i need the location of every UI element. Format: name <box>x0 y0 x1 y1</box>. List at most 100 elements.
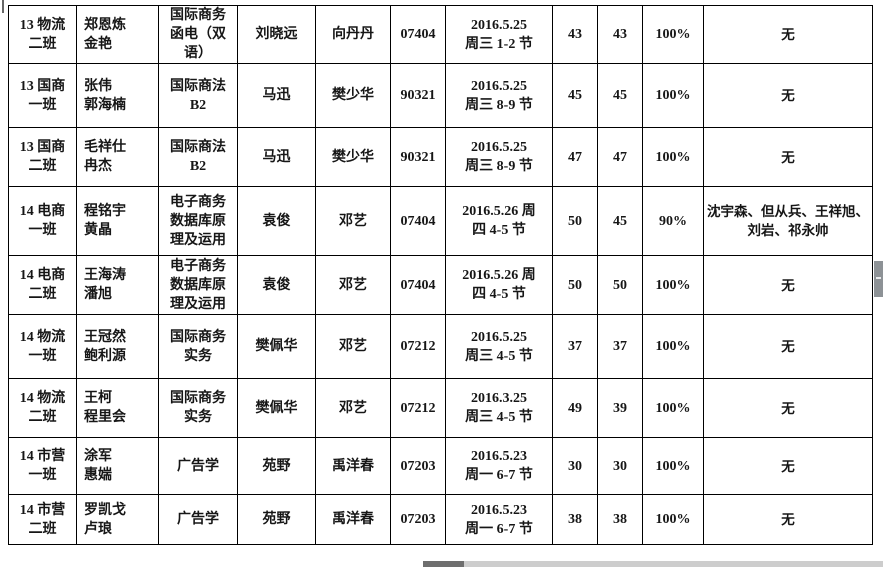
cell-expected-count-text: 49 <box>568 400 582 416</box>
cell-expected-count: 45 <box>552 63 598 128</box>
vertical-scrollbar-thumb[interactable] <box>874 261 883 297</box>
cell-teacher-text: 马迅 <box>262 88 291 103</box>
cell-datetime: 2016.3.25 周三 4-5 节 <box>445 378 553 438</box>
cell-course: 广告学 <box>158 494 238 545</box>
cell-actual-count: 39 <box>597 378 643 438</box>
cell-datetime-line: 2016.5.25 <box>471 329 527 345</box>
cell-absent-line: 无 <box>781 27 795 42</box>
cell-course-line: 函电（双 <box>170 27 226 42</box>
cell-supervisor-text: 禹洋春 <box>332 458 374 474</box>
cell-actual-count: 37 <box>597 314 643 379</box>
cell-class-line: 二班 <box>28 521 57 537</box>
cell-students: 程铭宇 黄晶 <box>76 186 159 256</box>
cell-students-line: 冉杰 <box>84 159 112 174</box>
cell-students-line: 张伟 <box>84 78 112 94</box>
cell-course-line: 数据库原 <box>170 213 226 229</box>
cell-teacher: 苑野 <box>237 494 316 545</box>
cell-room: 90321 <box>390 127 446 187</box>
cell-teacher-text: 樊佩华 <box>255 400 298 416</box>
horizontal-scrollbar-thumb[interactable] <box>423 561 464 567</box>
cell-datetime-line: 2016.5.26 周 <box>462 204 536 219</box>
cell-actual-count: 50 <box>597 255 643 315</box>
cell-teacher-text: 袁俊 <box>262 277 291 293</box>
cell-teacher-text: 马迅 <box>262 149 291 165</box>
cell-teacher: 马迅 <box>237 63 316 128</box>
cell-datetime-line: 2016.5.25 <box>471 140 527 155</box>
cell-room: 07212 <box>390 378 446 438</box>
cell-supervisor-text: 向丹丹 <box>332 27 374 42</box>
cell-supervisor: 禹洋春 <box>315 494 391 545</box>
cell-class: 13 国商 一班 <box>8 63 77 128</box>
cell-teacher: 袁俊 <box>237 186 316 256</box>
cell-students-line: 卢琅 <box>84 521 112 537</box>
cell-actual-count: 45 <box>597 63 643 128</box>
cell-datetime-line: 2016.5.23 <box>471 449 527 464</box>
cell-supervisor: 樊少华 <box>315 127 391 187</box>
cell-students-line: 程里会 <box>84 410 126 425</box>
cell-students-line: 王海涛 <box>84 268 126 283</box>
cell-attendance-rate: 90% <box>642 186 704 256</box>
cell-attendance-rate-text: 100% <box>655 277 691 293</box>
cell-teacher: 樊佩华 <box>237 378 316 438</box>
cell-attendance-rate: 100% <box>642 255 704 315</box>
cell-class-line: 14 物流 <box>19 391 66 406</box>
cell-absent: 无 <box>703 378 873 438</box>
horizontal-scrollbar-track[interactable] <box>423 561 883 567</box>
cell-supervisor-text: 樊少华 <box>332 88 374 103</box>
cell-class-line: 一班 <box>28 97 57 113</box>
cell-expected-count: 50 <box>552 255 598 315</box>
cell-datetime: 2016.5.26 周四 4-5 节 <box>445 186 553 256</box>
cell-students: 王海涛 潘旭 <box>76 255 159 315</box>
attendance-table-body: 13 物流 二班 郑恩炼 金艳 国际商务 函电（双 语） 刘晓远 向丹丹 07404 2016.5.… <box>8 5 873 545</box>
cell-datetime-line: 2016.5.26 周 <box>462 268 536 283</box>
cell-datetime: 2016.5.25 周三 4-5 节 <box>445 314 553 379</box>
cell-teacher-text: 苑野 <box>262 458 291 474</box>
table-row: 14 电商 一班 程铭宇 黄晶 电子商务 数据库原 理及运用 袁俊 邓艺 07404 2016.5.… <box>8 186 873 256</box>
cell-datetime-line: 四 4-5 节 <box>472 287 526 302</box>
cell-actual-count-text: 47 <box>613 149 627 165</box>
cell-course: 电子商务 数据库原 理及运用 <box>158 186 238 256</box>
cell-expected-count: 37 <box>552 314 598 379</box>
cell-datetime-line: 周三 4-5 节 <box>465 348 533 364</box>
cell-class: 13 物流 二班 <box>8 5 77 64</box>
cell-teacher: 袁俊 <box>237 255 316 315</box>
cell-datetime-line: 2016.5.25 <box>471 78 527 94</box>
cell-students-line: 金艳 <box>84 36 112 52</box>
cell-expected-count-text: 50 <box>568 277 582 293</box>
cell-class-line: 14 电商 <box>19 204 66 219</box>
cell-class-line: 二班 <box>28 287 57 302</box>
cell-absent-line: 无 <box>781 339 795 354</box>
cell-class-line: 13 国商 <box>19 140 66 155</box>
cell-absent-line: 无 <box>781 512 795 527</box>
cell-expected-count-text: 50 <box>568 213 582 229</box>
cell-absent: 无 <box>703 127 873 187</box>
cell-attendance-rate-text: 100% <box>655 458 691 474</box>
cell-expected-count-text: 37 <box>568 339 582 354</box>
cell-students-line: 黄晶 <box>84 223 112 238</box>
cell-supervisor-text: 邓艺 <box>339 400 367 416</box>
cell-supervisor-text: 禹洋春 <box>332 512 374 527</box>
table-row: 14 物流 一班 王冠然 鲍利源 国际商务 实务 樊佩华 邓艺 07212 2016.5.25 周三… <box>8 314 873 379</box>
cell-supervisor: 邓艺 <box>315 255 391 315</box>
cell-course: 电子商务 数据库原 理及运用 <box>158 255 238 315</box>
cell-datetime-line: 2016.3.25 <box>471 391 527 406</box>
cell-expected-count-text: 43 <box>568 27 582 42</box>
cell-absent: 无 <box>703 314 873 379</box>
cell-room: 07404 <box>390 255 446 315</box>
cell-teacher-text: 苑野 <box>262 512 291 527</box>
attendance-table: 13 物流 二班 郑恩炼 金艳 国际商务 函电（双 语） 刘晓远 向丹丹 07404 2016.5.… <box>8 5 873 545</box>
cell-room: 07404 <box>390 186 446 256</box>
cell-actual-count: 30 <box>597 437 643 495</box>
cell-students: 郑恩炼 金艳 <box>76 5 159 64</box>
cell-attendance-rate-text: 100% <box>655 27 691 42</box>
cell-course: 国际商务 实务 <box>158 314 238 379</box>
cell-datetime-line: 周一 6-7 节 <box>465 521 533 537</box>
cell-room: 90321 <box>390 63 446 128</box>
cell-attendance-rate-text: 100% <box>655 88 691 103</box>
cell-actual-count-text: 50 <box>613 277 627 293</box>
cell-course-line: 实务 <box>184 410 212 425</box>
clipped-gridline-artifact <box>2 0 4 13</box>
cell-students-line: 王冠然 <box>84 329 126 345</box>
cell-room-text: 07203 <box>400 458 436 474</box>
cell-room-text: 07212 <box>400 400 436 416</box>
